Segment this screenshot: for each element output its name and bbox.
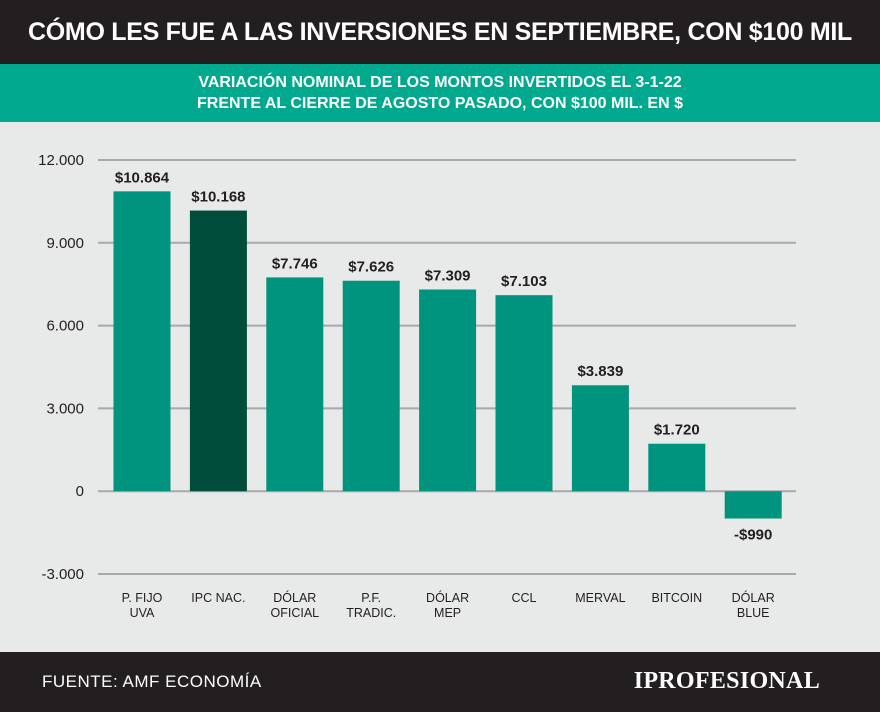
- y-tick-label: 9.000: [46, 235, 84, 252]
- data-label: $7.103: [501, 273, 547, 290]
- x-tick-label: MERVAL: [575, 591, 625, 605]
- x-tick-label: P. FIJO: [122, 591, 163, 605]
- brand-logo: IPROFESIONAL: [634, 668, 820, 695]
- bar: [648, 443, 706, 492]
- y-tick-label: 3.000: [46, 400, 84, 417]
- x-tick-label: DÓLAR: [732, 590, 775, 605]
- data-label: $7.626: [348, 259, 394, 276]
- data-label: $10.864: [115, 169, 170, 186]
- x-tick-label: BITCOIN: [651, 591, 702, 605]
- y-tick-label: -3.000: [41, 566, 84, 583]
- bars: [113, 191, 782, 519]
- header-bar: CÓMO LES FUE A LAS INVERSIONES EN SEPTIE…: [0, 0, 880, 64]
- bar: [113, 191, 171, 492]
- bar: [342, 280, 400, 492]
- data-label: $7.309: [425, 267, 471, 284]
- bar: [724, 491, 782, 519]
- bar: [189, 210, 247, 492]
- bar: [571, 385, 629, 492]
- y-tick-label: 12.000: [38, 152, 84, 169]
- subtitle-line-2: FRENTE AL CIERRE DE AGOSTO PASADO, CON $…: [196, 95, 683, 112]
- y-tick-label: 6.000: [46, 318, 84, 335]
- x-tick-label: OFICIAL: [270, 606, 319, 620]
- bar: [266, 277, 324, 492]
- value-labels: $10.864 $10.168 $7.746 $7.626 $7.309 $7.103 $3…: [115, 169, 773, 543]
- x-tick-label: MEP: [434, 606, 461, 620]
- x-tick-label: BLUE: [737, 606, 770, 620]
- x-tick-label: TRADIC.: [346, 606, 396, 620]
- y-axis-tick-labels: 12.000 9.000 6.000 3.000 0 -3.000: [38, 152, 84, 583]
- subtitle-bar: VARIACIÓN NOMINAL DE LOS MONTOS INVERTID…: [0, 64, 880, 122]
- x-tick-label: P.F.: [361, 591, 381, 605]
- brand-logo-text: PROFESIONAL: [643, 668, 820, 694]
- data-label: $1.720: [654, 422, 700, 439]
- bar: [495, 295, 553, 492]
- x-tick-label: IPC NAC.: [191, 591, 245, 605]
- brand-logo-mark: I: [633, 668, 644, 694]
- source-note: FUENTE: AMF ECONOMÍA: [42, 672, 262, 691]
- subtitle-line-1: VARIACIÓN NOMINAL DE LOS MONTOS INVERTID…: [198, 74, 682, 91]
- x-tick-label: CCL: [511, 591, 536, 605]
- page-title: CÓMO LES FUE A LAS INVERSIONES EN SEPTIE…: [28, 17, 852, 46]
- data-label: $7.746: [272, 255, 318, 272]
- data-label: $3.839: [577, 363, 623, 380]
- data-label: $10.168: [191, 189, 245, 206]
- x-tick-label: UVA: [130, 606, 155, 620]
- data-label: -$990: [734, 527, 772, 544]
- footer-bar: FUENTE: AMF ECONOMÍA IPROFESIONAL: [0, 652, 880, 712]
- y-tick-label: 0: [76, 483, 84, 500]
- x-tick-label: DÓLAR: [426, 590, 469, 605]
- x-tick-label: DÓLAR: [273, 590, 316, 605]
- bar: [419, 289, 477, 492]
